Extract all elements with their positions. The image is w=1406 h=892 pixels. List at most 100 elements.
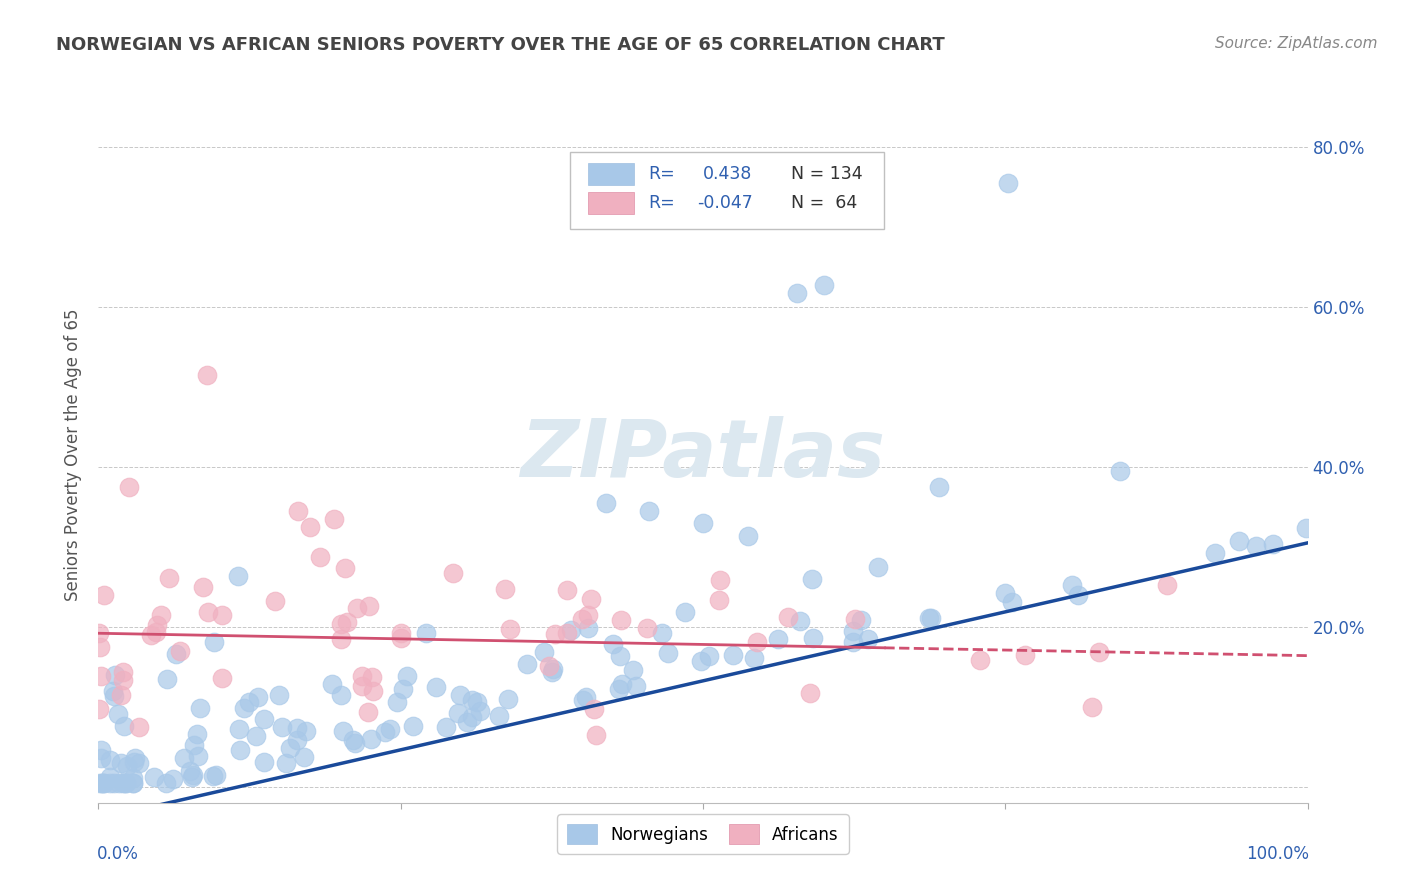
Point [1204, 546, 1226, 560]
Point [103, 776, 125, 790]
Point [636, 621, 658, 635]
Point [93, 776, 115, 790]
Point [332, 724, 354, 739]
Point [468, 704, 491, 718]
Point [673, 606, 696, 620]
Point [928, 480, 950, 494]
Point [651, 626, 673, 640]
Point [299, 520, 322, 534]
Point [776, 610, 799, 624]
Point [188, 701, 211, 715]
Point [721, 648, 744, 662]
Point [610, 677, 633, 691]
Point [329, 616, 352, 631]
Point [112, 719, 135, 733]
Point [789, 615, 811, 629]
Point [801, 572, 824, 586]
Text: ZIPatlas: ZIPatlas [520, 416, 886, 494]
Point [441, 566, 464, 580]
Point [997, 176, 1019, 190]
Point [205, 768, 228, 782]
Point [849, 613, 872, 627]
Point [447, 706, 470, 721]
Point [330, 632, 353, 647]
Point [321, 677, 343, 691]
Text: 0.0%: 0.0% [97, 845, 139, 863]
Point [112, 776, 135, 790]
Legend: Norwegians, Africans: Norwegians, Africans [557, 814, 849, 854]
Point [571, 692, 593, 706]
Point [624, 679, 647, 693]
Point [122, 776, 145, 790]
Point [844, 612, 866, 626]
Point [690, 654, 713, 668]
Point [202, 769, 225, 783]
Point [87, 702, 110, 716]
Point [267, 688, 290, 702]
Point [920, 611, 942, 625]
Point [122, 771, 145, 785]
FancyBboxPatch shape [569, 153, 884, 229]
Point [498, 691, 520, 706]
Point [278, 741, 301, 756]
Point [516, 657, 538, 671]
Point [169, 644, 191, 658]
Point [799, 686, 821, 700]
FancyBboxPatch shape [588, 162, 634, 185]
Point [621, 663, 644, 677]
Point [112, 665, 135, 680]
Point [253, 755, 276, 769]
Point [128, 720, 150, 734]
Point [191, 580, 214, 594]
Point [415, 626, 437, 640]
Point [287, 504, 309, 518]
Point [692, 516, 714, 530]
Text: N =  64: N = 64 [792, 194, 858, 212]
Point [238, 695, 260, 709]
Text: NORWEGIAN VS AFRICAN SENIORS POVERTY OVER THE AGE OF 65 CORRELATION CHART: NORWEGIAN VS AFRICAN SENIORS POVERTY OVE… [56, 36, 945, 54]
Point [245, 730, 267, 744]
Point [295, 723, 318, 738]
Point [803, 631, 825, 645]
Point [179, 764, 201, 779]
Point [571, 612, 593, 626]
FancyBboxPatch shape [588, 192, 634, 214]
Point [494, 582, 516, 596]
Point [146, 617, 169, 632]
Point [98, 771, 121, 785]
Point [142, 770, 165, 784]
Point [576, 607, 599, 622]
Point [456, 715, 478, 730]
Point [114, 776, 136, 790]
Point [162, 772, 184, 786]
Point [1156, 577, 1178, 591]
Point [499, 623, 522, 637]
Point [576, 621, 599, 635]
Point [197, 605, 219, 619]
Point [292, 750, 315, 764]
Point [124, 751, 146, 765]
Point [233, 701, 256, 715]
Point [309, 550, 332, 565]
Point [583, 702, 606, 716]
Point [141, 628, 163, 642]
Point [385, 695, 408, 709]
Point [108, 776, 131, 790]
Point [360, 670, 382, 684]
Point [156, 673, 179, 687]
Point [211, 608, 233, 623]
Point [107, 707, 129, 722]
Point [538, 659, 561, 673]
Point [186, 727, 208, 741]
Point [342, 733, 364, 747]
Point [360, 731, 382, 746]
Point [128, 756, 150, 770]
Point [121, 776, 143, 790]
Point [333, 561, 356, 575]
Point [330, 688, 353, 702]
Point [110, 688, 132, 702]
Point [89, 625, 111, 640]
Point [103, 689, 125, 703]
Point [555, 626, 578, 640]
Point [270, 720, 292, 734]
